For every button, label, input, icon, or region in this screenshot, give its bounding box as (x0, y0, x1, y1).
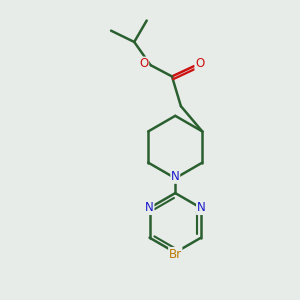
Text: N: N (145, 202, 154, 214)
Text: O: O (195, 57, 204, 70)
Text: N: N (171, 170, 180, 183)
Text: Br: Br (169, 248, 182, 260)
Text: N: N (196, 202, 206, 214)
Text: O: O (140, 57, 149, 70)
